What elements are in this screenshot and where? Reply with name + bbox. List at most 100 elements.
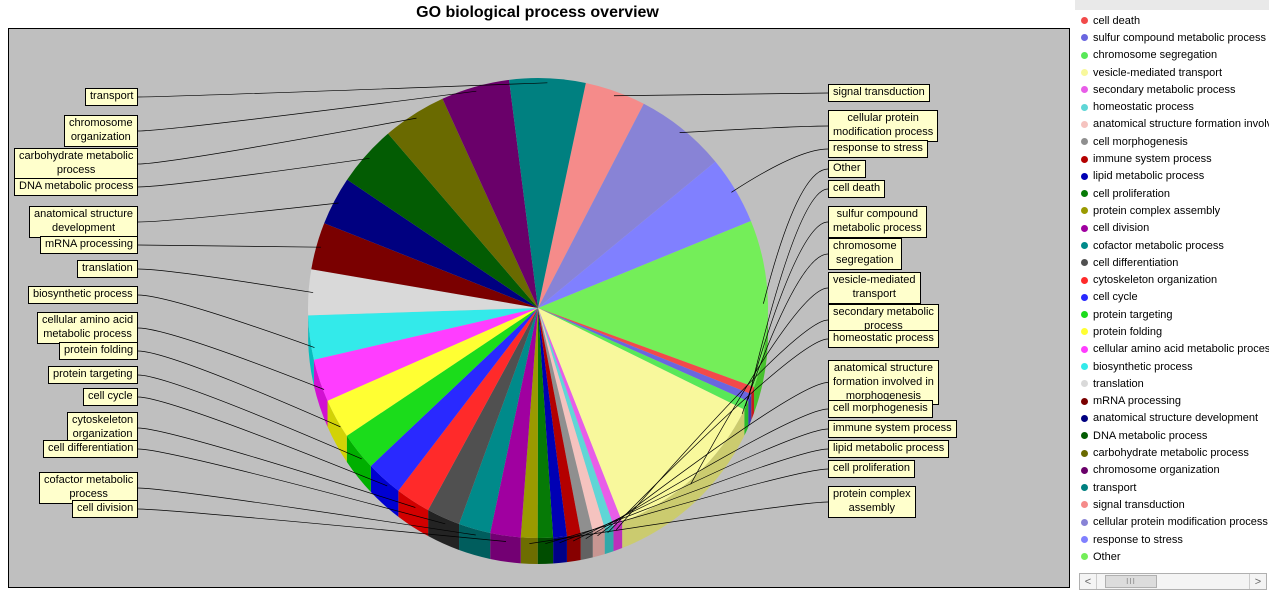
legend-item-label: mRNA processing: [1093, 395, 1181, 407]
legend-item[interactable]: chromosome organization: [1081, 462, 1269, 479]
legend-item-label: cell proliferation: [1093, 188, 1170, 200]
legend-item[interactable]: cell division: [1081, 220, 1269, 237]
legend-item[interactable]: cofactor metabolic process: [1081, 237, 1269, 254]
legend-item-label: cell division: [1093, 222, 1149, 234]
legend-swatch: [1081, 86, 1088, 93]
legend-swatch: [1081, 17, 1088, 24]
legend-item[interactable]: protein folding: [1081, 323, 1269, 340]
legend-item[interactable]: DNA metabolic process: [1081, 427, 1269, 444]
legend-item-label: cellular protein modification process: [1093, 516, 1268, 528]
legend-swatch: [1081, 104, 1088, 111]
pie-slice-label: signal transduction: [828, 84, 930, 102]
scroll-right-button[interactable]: >: [1249, 574, 1266, 589]
legend-item[interactable]: protein targeting: [1081, 306, 1269, 323]
pie-slice-label: cofactor metabolic process: [39, 472, 138, 504]
legend-item-label: transport: [1093, 482, 1136, 494]
legend-item[interactable]: secondary metabolic process: [1081, 81, 1269, 98]
legend-item[interactable]: anatomical structure development: [1081, 410, 1269, 427]
legend-item[interactable]: sulfur compound metabolic process: [1081, 29, 1269, 46]
pie-slice-label: protein targeting: [48, 366, 138, 384]
legend-item[interactable]: cytoskeleton organization: [1081, 271, 1269, 288]
pie-slice-label: lipid metabolic process: [828, 440, 949, 458]
scroll-track[interactable]: III: [1097, 574, 1249, 589]
pie-slice-label: cell morphogenesis: [828, 400, 933, 418]
pie-slice-label: transport: [85, 88, 138, 106]
legend-swatch: [1081, 34, 1088, 41]
legend-item[interactable]: biosynthetic process: [1081, 358, 1269, 375]
chart-area: GO biological process overview transport…: [0, 0, 1075, 594]
legend-header: [1075, 0, 1269, 10]
legend-item-label: protein targeting: [1093, 309, 1173, 321]
legend-item[interactable]: cellular amino acid metabolic process: [1081, 341, 1269, 358]
legend-item[interactable]: signal transduction: [1081, 496, 1269, 513]
legend-swatch: [1081, 242, 1088, 249]
legend-item-label: carbohydrate metabolic process: [1093, 447, 1249, 459]
legend-item-label: cell cycle: [1093, 291, 1138, 303]
pie-slice-label: anatomical structure formation involved …: [828, 360, 939, 405]
legend-item-label: anatomical structure development: [1093, 412, 1258, 424]
legend-item[interactable]: lipid metabolic process: [1081, 168, 1269, 185]
pie-slice-label: cellular amino acid metabolic process: [37, 312, 138, 344]
legend-item[interactable]: cell proliferation: [1081, 185, 1269, 202]
legend-swatch: [1081, 536, 1088, 543]
pie-slice-label: carbohydrate metabolic process: [14, 148, 138, 180]
legend-swatch: [1081, 467, 1088, 474]
pie-slice-label: cytoskeleton organization: [67, 412, 138, 444]
pie-slice-label: response to stress: [828, 140, 928, 158]
legend-item[interactable]: cell differentiation: [1081, 254, 1269, 271]
legend-swatch: [1081, 156, 1088, 163]
legend-swatch: [1081, 173, 1088, 180]
legend-item[interactable]: cellular protein modification process: [1081, 514, 1269, 531]
pie-slice-label: immune system process: [828, 420, 957, 438]
legend-item[interactable]: cell death: [1081, 12, 1269, 29]
chart-title: GO biological process overview: [0, 4, 1075, 22]
legend-item[interactable]: homeostatic process: [1081, 98, 1269, 115]
scroll-left-button[interactable]: <: [1080, 574, 1097, 589]
legend-item[interactable]: chromosome segregation: [1081, 47, 1269, 64]
legend-swatch: [1081, 501, 1088, 508]
legend-item-label: DNA metabolic process: [1093, 430, 1207, 442]
legend-swatch: [1081, 346, 1088, 353]
legend-item-label: immune system process: [1093, 153, 1212, 165]
legend-item[interactable]: cell cycle: [1081, 289, 1269, 306]
legend-swatch: [1081, 69, 1088, 76]
pie-slice-label: biosynthetic process: [28, 286, 138, 304]
legend-swatch: [1081, 398, 1088, 405]
legend-swatch: [1081, 225, 1088, 232]
pie-slice-label: cell differentiation: [43, 440, 138, 458]
legend-item[interactable]: carbohydrate metabolic process: [1081, 444, 1269, 461]
legend-swatch: [1081, 484, 1088, 491]
legend-item[interactable]: immune system process: [1081, 150, 1269, 167]
legend-item[interactable]: protein complex assembly: [1081, 202, 1269, 219]
legend-item-label: vesicle-mediated transport: [1093, 67, 1222, 79]
legend-swatch: [1081, 311, 1088, 318]
legend-item[interactable]: cell morphogenesis: [1081, 133, 1269, 150]
legend-item-label: cellular amino acid metabolic process: [1093, 343, 1269, 355]
legend-swatch: [1081, 328, 1088, 335]
pie-slice-label: cell cycle: [83, 388, 138, 406]
legend-item-label: cell morphogenesis: [1093, 136, 1188, 148]
pie-slice-label: cellular protein modification process: [828, 110, 938, 142]
legend-item-label: response to stress: [1093, 534, 1183, 546]
legend-swatch: [1081, 432, 1088, 439]
legend-item[interactable]: response to stress: [1081, 531, 1269, 548]
legend-item-label: cell differentiation: [1093, 257, 1178, 269]
pie-slice-label: translation: [77, 260, 138, 278]
legend-swatch: [1081, 121, 1088, 128]
legend-scrollbar[interactable]: < III >: [1079, 573, 1267, 590]
legend-swatch: [1081, 450, 1088, 457]
legend-item-label: chromosome segregation: [1093, 49, 1217, 61]
legend-item[interactable]: Other: [1081, 548, 1269, 565]
legend-item[interactable]: transport: [1081, 479, 1269, 496]
pie-slice-label: anatomical structure development: [29, 206, 138, 238]
legend-item-label: signal transduction: [1093, 499, 1185, 511]
legend-item[interactable]: translation: [1081, 375, 1269, 392]
legend-list: cell deathsulfur compound metabolic proc…: [1075, 10, 1269, 566]
legend-item-label: chromosome organization: [1093, 464, 1220, 476]
scroll-thumb[interactable]: III: [1105, 575, 1157, 588]
legend-item[interactable]: vesicle-mediated transport: [1081, 64, 1269, 81]
legend-item-label: protein folding: [1093, 326, 1162, 338]
legend-item[interactable]: mRNA processing: [1081, 393, 1269, 410]
legend-item[interactable]: anatomical structure formation involv: [1081, 116, 1269, 133]
legend-swatch: [1081, 277, 1088, 284]
